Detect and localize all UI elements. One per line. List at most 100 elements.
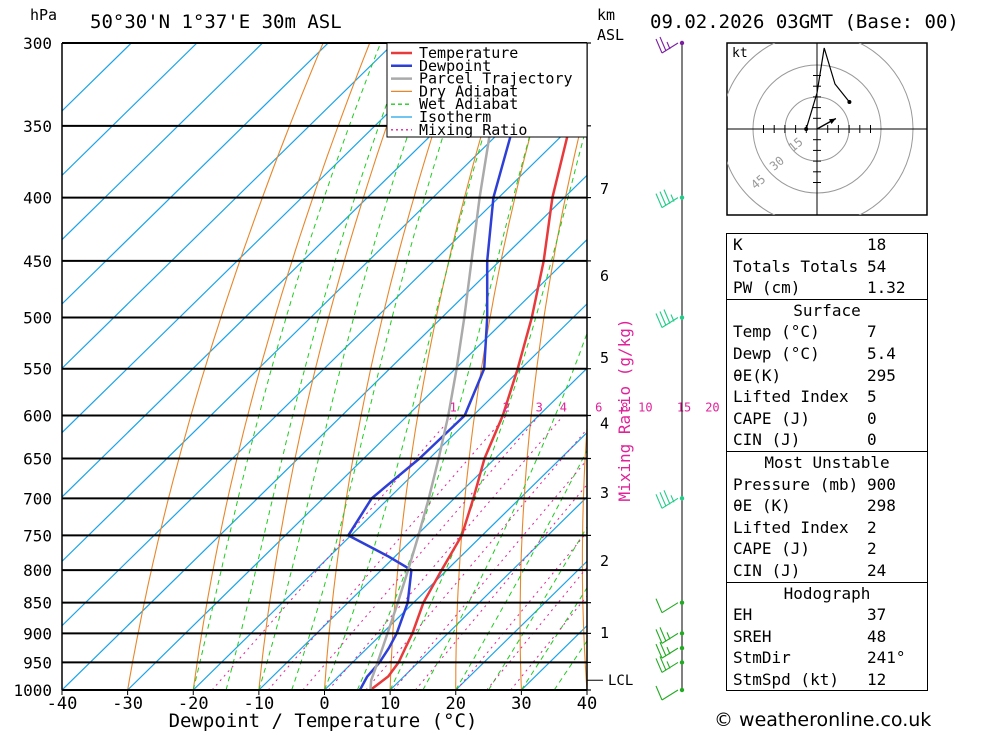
km-tick-label: 4 — [600, 415, 609, 433]
x-tick-label: -30 — [112, 694, 143, 714]
legend-item: Wet Adiabat — [419, 95, 518, 113]
wind-level-dot — [679, 687, 685, 693]
dry-adiabat-line — [455, 43, 557, 690]
legend-item: Temperature — [419, 44, 518, 62]
index-row: Lifted Index 2 — [727, 517, 927, 539]
index-value: 37 — [867, 605, 887, 625]
pressure-tick-label: 300 — [23, 34, 52, 53]
index-row: K 18 — [727, 234, 927, 256]
mixing-ratio-label: 8 — [621, 400, 628, 414]
isotherm-line — [62, 174, 587, 690]
index-row: θE (K) 298 — [727, 495, 927, 517]
isotherm-line — [62, 110, 587, 627]
wind-level-dot — [679, 631, 685, 636]
index-label: Temp (°C) — [733, 322, 820, 342]
index-label: EH — [733, 605, 753, 625]
dry-adiabat-line — [969, 43, 1000, 690]
index-value: 2 — [867, 539, 877, 559]
mixing-ratio-line — [328, 415, 564, 690]
index-label: K — [733, 235, 743, 254]
index-value: 18 — [867, 235, 887, 254]
km-tick-label: 3 — [600, 484, 609, 502]
index-row: Dewp (°C) 5.4 — [727, 343, 927, 365]
index-row: Temp (°C) 7 — [727, 321, 927, 343]
legend-box — [386, 42, 588, 138]
wet-adiabat-line — [291, 43, 474, 690]
km-tick-label: 2 — [600, 552, 609, 570]
pressure-tick-label: 450 — [23, 252, 52, 271]
wind-barb-flag — [655, 494, 663, 509]
wet-adiabat-line — [192, 43, 382, 690]
index-label: Lifted Index — [733, 387, 849, 407]
isotherm-line — [389, 496, 587, 690]
wind-barb-flag — [655, 313, 663, 328]
pressure-tick-label: 800 — [23, 561, 52, 580]
index-label: CAPE (J) — [733, 539, 811, 559]
x-tick-label: -10 — [244, 694, 275, 714]
surface-title: Surface — [793, 300, 861, 320]
index-label: StmDir — [733, 648, 791, 668]
index-value: 298 — [867, 496, 896, 516]
km-tick-label: 6 — [600, 267, 609, 285]
wind-barb-flag — [655, 685, 663, 701]
isotherm-line — [62, 43, 460, 434]
location-title: 50°30'N 1°37'E 30m ASL — [90, 11, 342, 33]
legend-item: Dewpoint — [419, 57, 491, 75]
index-value: 24 — [867, 560, 887, 580]
pressure-tick-label: 1000 — [13, 681, 52, 700]
mixing-ratio-line — [456, 531, 587, 690]
hodograph-end — [847, 100, 852, 104]
wind-level-dot — [679, 195, 685, 200]
hodograph-start — [804, 127, 809, 131]
hodograph-indices-section: Hodograph EH 37 SREH 48 StmDir 241° StmSpd (kt… — [727, 581, 927, 691]
km-tick-label: 7 — [600, 180, 609, 198]
hodograph-trace — [805, 47, 850, 130]
storm-motion-arrowhead — [828, 118, 836, 125]
mixing-ratio-label: 4 — [560, 400, 567, 414]
plot-axes: 1234681015202530035040045050055060065070… — [13, 34, 742, 714]
wind-level-dot — [679, 40, 685, 46]
wind-barb-flag — [655, 658, 663, 673]
pressure-tick-label: 950 — [23, 653, 52, 672]
km-tick-label: 5 — [600, 349, 609, 367]
wind-barb-half — [666, 646, 671, 655]
wind-barb-flag — [655, 38, 663, 54]
wind-barb-half — [670, 495, 675, 503]
credit-text[interactable]: © weatheronline.co.uk — [714, 709, 932, 731]
mixing-ratio-label: 1 — [450, 400, 457, 414]
legend-item: Parcel Trajectory — [419, 70, 573, 88]
isotherm-line — [192, 303, 587, 690]
most-unstable-title: Most Unstable — [764, 452, 890, 472]
x-tick-label: 30 — [511, 694, 531, 714]
km-unit-label: km — [597, 6, 615, 24]
x-tick-label: 20 — [446, 694, 466, 714]
index-label: CAPE (J) — [733, 408, 811, 428]
wind-barb-flag — [663, 309, 671, 324]
index-row: θE(K) 295 — [727, 365, 927, 387]
index-value: 0 — [867, 430, 877, 450]
wind-barb-flag — [659, 36, 667, 52]
wet-adiabat-line — [258, 43, 441, 690]
surface-section: Surface Temp (°C) 7 Dewp (°C) 5.4 θE(K) 295 Li… — [727, 298, 927, 451]
wind-barb-flag — [659, 492, 667, 507]
index-label: Lifted Index — [733, 517, 849, 537]
wind-barb-flag — [659, 641, 667, 657]
wind-barb-half — [666, 41, 671, 50]
legend-item: Isotherm — [419, 108, 491, 126]
isotherm-line — [62, 43, 329, 305]
wind-barb-shaft — [661, 689, 679, 701]
pressure-tick-label: 700 — [23, 489, 52, 508]
isotherm-line — [62, 43, 198, 177]
x-tick-label: 40 — [577, 694, 597, 714]
dry-adiabat-line — [519, 99, 587, 690]
x-tick-label: 0 — [319, 694, 329, 714]
index-label: θE(K) — [733, 365, 782, 385]
index-row: Totals Totals 54 — [727, 256, 927, 278]
pressure-tick-label: 350 — [23, 117, 52, 136]
index-row: PW (cm) 1.32 — [727, 277, 927, 299]
isotherm-line — [258, 367, 587, 690]
index-row: CAPE (J) 2 — [727, 538, 927, 560]
isotherm-line — [455, 560, 587, 690]
